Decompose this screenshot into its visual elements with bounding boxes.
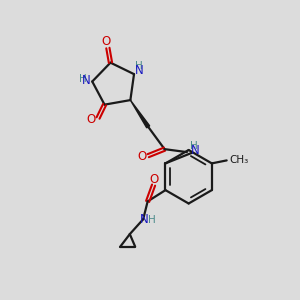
Text: O: O	[86, 113, 95, 126]
Text: H: H	[79, 74, 87, 84]
Text: O: O	[150, 172, 159, 186]
Text: O: O	[137, 150, 146, 163]
Text: N: N	[140, 213, 148, 226]
Text: H: H	[148, 215, 156, 225]
Text: O: O	[102, 35, 111, 48]
Polygon shape	[130, 100, 150, 128]
Text: N: N	[82, 74, 91, 86]
Text: N: N	[135, 64, 143, 77]
Text: CH₃: CH₃	[229, 155, 248, 165]
Text: H: H	[135, 61, 142, 71]
Text: N: N	[190, 144, 199, 157]
Text: H: H	[190, 141, 197, 151]
